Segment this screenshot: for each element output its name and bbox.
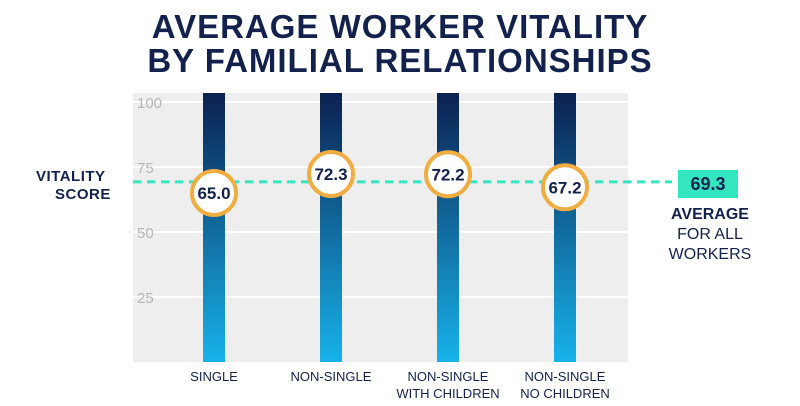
bar [437,93,459,362]
chart-plot: 25 50 75 100 65.0 72.3 72.2 67.2 SINGLE NON-SINGL… [0,0,800,406]
x-tick-label: NON-SINGLE [525,369,606,384]
bar [554,93,576,362]
x-tick-label: NON-SINGLE [291,369,372,384]
average-label-line-2: FOR ALL [640,224,780,246]
average-value-badge: 69.3 [678,170,738,198]
average-label-line-3: WORKERS [640,244,780,266]
bar [320,93,342,362]
data-label: 65.0 [197,184,230,203]
data-label: 72.2 [431,165,464,184]
x-tick-label: NON-SINGLE [408,369,489,384]
y-tick-label: 25 [137,290,154,307]
y-tick-label: 75 [137,160,154,177]
y-axis-label-line-2: SCORE [55,186,111,204]
y-axis-label-line-1: VITALITY [36,168,106,186]
data-label: 67.2 [548,178,581,197]
x-tick-label-line-2: NO CHILDREN [520,386,610,401]
y-tick-label: 50 [137,225,154,242]
bar [203,93,225,362]
x-tick-label-line-2: WITH CHILDREN [396,386,499,401]
y-tick-label: 100 [137,95,162,112]
x-tick-label: SINGLE [190,369,238,384]
average-label-line-1: AVERAGE [640,204,780,226]
data-label: 72.3 [314,165,347,184]
